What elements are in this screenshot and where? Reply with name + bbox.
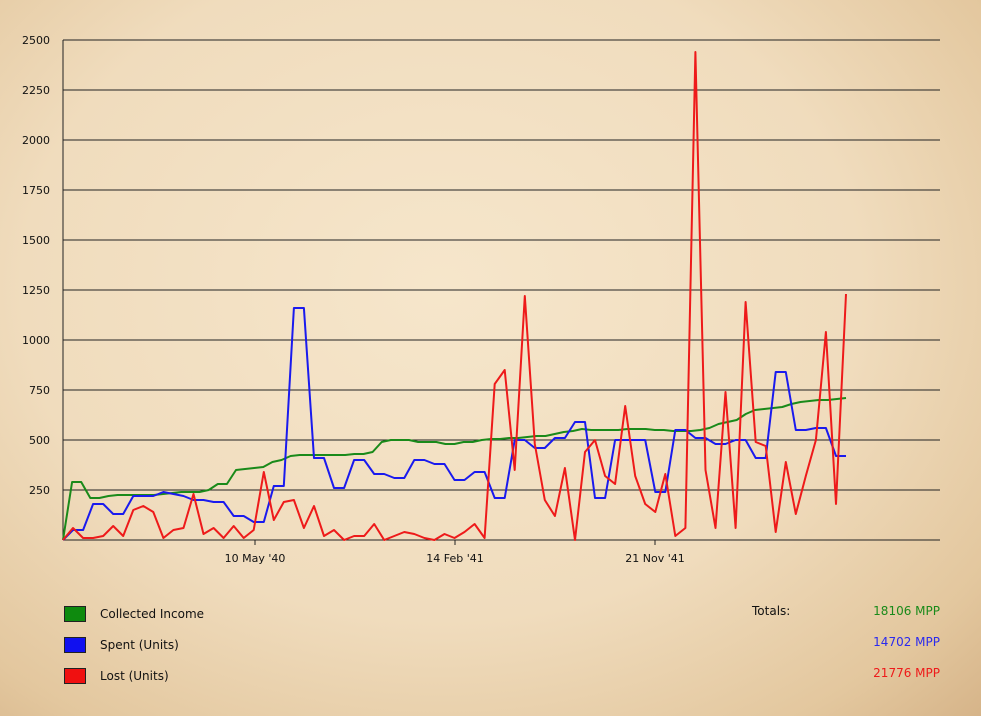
- y-tick-label: 250: [29, 484, 50, 497]
- spent-swatch: [64, 637, 86, 653]
- legend-label-spent: Spent (Units): [100, 638, 179, 652]
- lost-swatch: [64, 668, 86, 684]
- x-tick-label: 10 May '40: [225, 552, 286, 565]
- legend-label-income: Collected Income: [100, 607, 205, 621]
- y-tick-label: 1500: [22, 234, 50, 247]
- x-tick-label: 14 Feb '41: [426, 552, 484, 565]
- y-tick-label: 2000: [22, 134, 50, 147]
- legend-item-income: Collected Income: [64, 604, 204, 624]
- y-tick-label: 500: [29, 434, 50, 447]
- spent-line: [62, 307, 846, 541]
- legend-label-lost: Lost (Units): [100, 669, 169, 683]
- income-line: [62, 397, 847, 541]
- legend-item-spent: Spent (Units): [64, 635, 179, 655]
- legend-item-lost: Lost (Units): [64, 666, 169, 686]
- y-tick-label: 2250: [22, 84, 50, 97]
- x-axis: 10 May '40 14 Feb '41 21 Nov '41: [225, 540, 685, 565]
- y-tick-label: 2500: [22, 34, 50, 47]
- income-swatch: [64, 606, 86, 622]
- total-income: 18106 MPP: [873, 604, 940, 618]
- total-spent: 14702 MPP: [873, 635, 940, 649]
- series-lines: [62, 51, 847, 541]
- y-tick-label: 750: [29, 384, 50, 397]
- totals-label: Totals:: [752, 604, 791, 618]
- y-tick-label: 1000: [22, 334, 50, 347]
- x-tick-label: 21 Nov '41: [625, 552, 684, 565]
- lost-line: [62, 51, 847, 541]
- y-tick-label: 1750: [22, 184, 50, 197]
- y-axis: 2500 2250 2000 1750 1500 1250 1000 750 500 250: [22, 34, 50, 497]
- y-tick-label: 1250: [22, 284, 50, 297]
- total-lost: 21776 MPP: [873, 666, 940, 680]
